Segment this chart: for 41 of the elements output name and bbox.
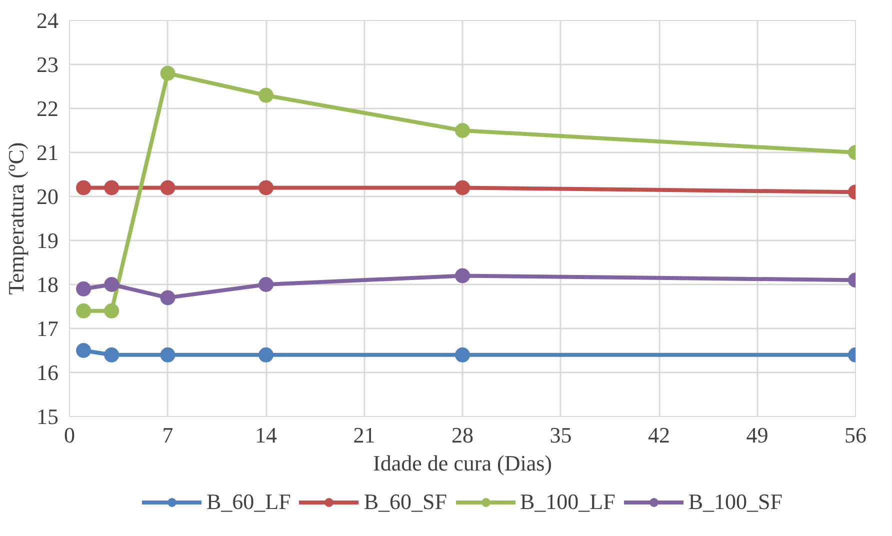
y-axis-title: Temperatura (ºC) [4,142,28,295]
point [258,277,274,292]
y-tick-label: 23 [36,52,58,77]
y-tick-label: 16 [36,360,58,385]
legend-label: B_60_SF [364,489,447,515]
point [76,180,92,196]
x-tick-label: 7 [162,422,174,448]
legend-label: B_60_LF [206,489,291,515]
point [104,303,120,318]
y-tick-label: 24 [36,8,58,33]
x-tick-label: 21 [353,422,376,448]
x-tick-label: 49 [746,422,768,448]
x-axis-title: Idade de cura (Dias) [373,450,552,476]
y-tick-label: 22 [36,96,58,121]
x-tick-label: 14 [255,422,277,448]
y-tick-label: 20 [36,184,58,209]
x-tick-label: 0 [64,422,75,448]
y-tick-label: 19 [36,228,58,253]
x-tick-label: 35 [550,422,572,448]
y-tick-label: 17 [36,316,58,341]
x-tick-label: 42 [648,422,670,448]
x-tick-label: 56 [844,422,866,448]
point [160,290,176,306]
point [258,347,274,362]
point [160,66,176,81]
y-tick-label: 21 [36,140,58,165]
point [104,347,120,362]
point [258,180,274,196]
point [258,88,274,103]
point [76,281,92,296]
y-tick-label: 15 [36,404,58,429]
x-tick-label: 28 [452,422,474,448]
legend-label: B_100_SF [688,489,783,515]
point [160,180,176,196]
legend-label: B_100_LF [520,489,616,515]
point [104,180,120,196]
point [104,277,120,292]
point [76,343,92,358]
point [76,303,92,318]
point [160,347,176,362]
y-tick-label: 18 [36,272,58,297]
